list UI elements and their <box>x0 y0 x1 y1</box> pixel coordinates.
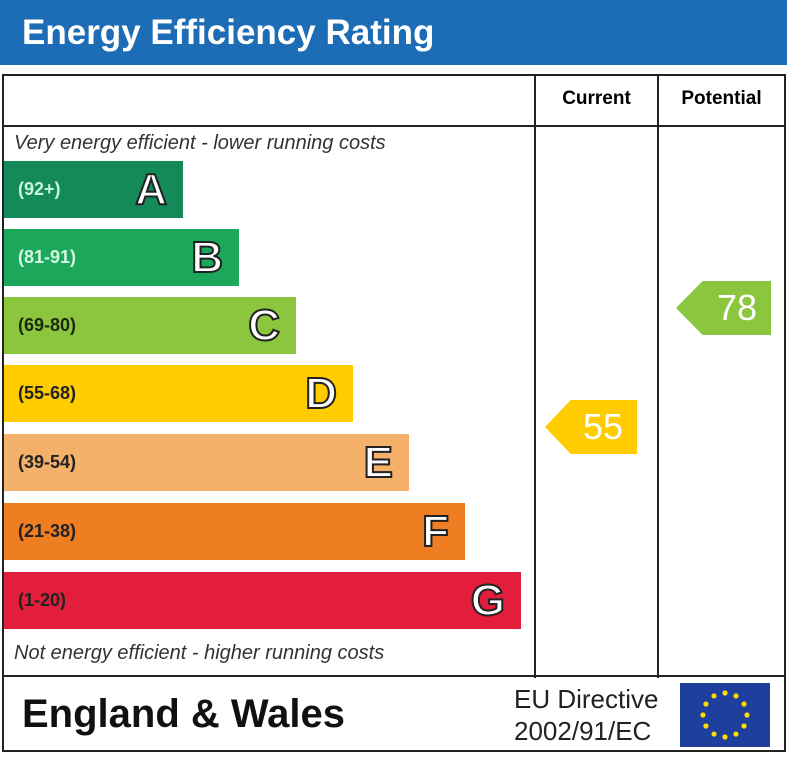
eu-star-icon <box>703 701 709 707</box>
current-rating-arrow: 55 <box>545 400 637 454</box>
band-letter: C <box>247 300 281 351</box>
band-bar-d: (55-68) D <box>4 365 353 422</box>
bottom-note: Not energy efficient - higher running co… <box>14 642 385 664</box>
eu-star-icon <box>741 701 747 707</box>
column-divider <box>534 74 536 678</box>
band-letter: E <box>363 437 394 488</box>
directive-line1: EU Directive <box>514 684 659 714</box>
eu-star-icon <box>703 723 709 729</box>
column-divider <box>657 74 659 678</box>
rating-table <box>2 74 786 752</box>
eu-star-icon <box>733 693 739 699</box>
region-label: England & Wales <box>22 692 346 736</box>
band-range: (1-20) <box>18 590 67 610</box>
band-letter: D <box>304 368 338 419</box>
current-rating-value: 55 <box>582 406 623 447</box>
band-range: (55-68) <box>18 383 77 403</box>
band-letter: F <box>421 506 450 557</box>
band-range: (92+) <box>18 179 61 199</box>
band-bar-e: (39-54) E <box>4 434 409 491</box>
eu-flag-icon <box>680 683 770 747</box>
eu-star-icon <box>741 723 747 729</box>
band-range: (21-38) <box>18 521 77 541</box>
potential-header: Potential <box>681 88 762 109</box>
eu-star-icon <box>711 731 717 737</box>
directive-line2: 2002/91/EC <box>514 716 652 746</box>
current-header: Current <box>562 88 631 109</box>
top-note: Very energy efficient - lower running co… <box>14 132 386 154</box>
band-bar-f: (21-38) F <box>4 503 465 560</box>
band-range: (69-80) <box>18 315 77 335</box>
band-letter: G <box>470 575 506 626</box>
chart-title: Energy Efficiency Rating <box>0 0 787 65</box>
band-bar-c: (69-80) C <box>4 297 296 354</box>
potential-rating-value: 78 <box>716 287 757 328</box>
band-bar-a: (92+) A <box>4 161 183 218</box>
band-bar-b: (81-91) B <box>4 229 239 286</box>
band-letter: B <box>190 232 224 283</box>
band-range: (39-54) <box>18 452 77 472</box>
band-range: (81-91) <box>18 247 77 267</box>
eu-star-icon <box>744 712 750 718</box>
footer-divider <box>2 675 786 677</box>
header-divider <box>2 125 786 127</box>
eu-star-icon <box>722 690 728 696</box>
band-bar-g: (1-20) G <box>4 572 521 629</box>
eu-star-icon <box>711 693 717 699</box>
eu-star-icon <box>722 734 728 740</box>
band-letter: A <box>134 164 168 215</box>
eu-star-icon <box>700 712 706 718</box>
eu-star-icon <box>733 731 739 737</box>
